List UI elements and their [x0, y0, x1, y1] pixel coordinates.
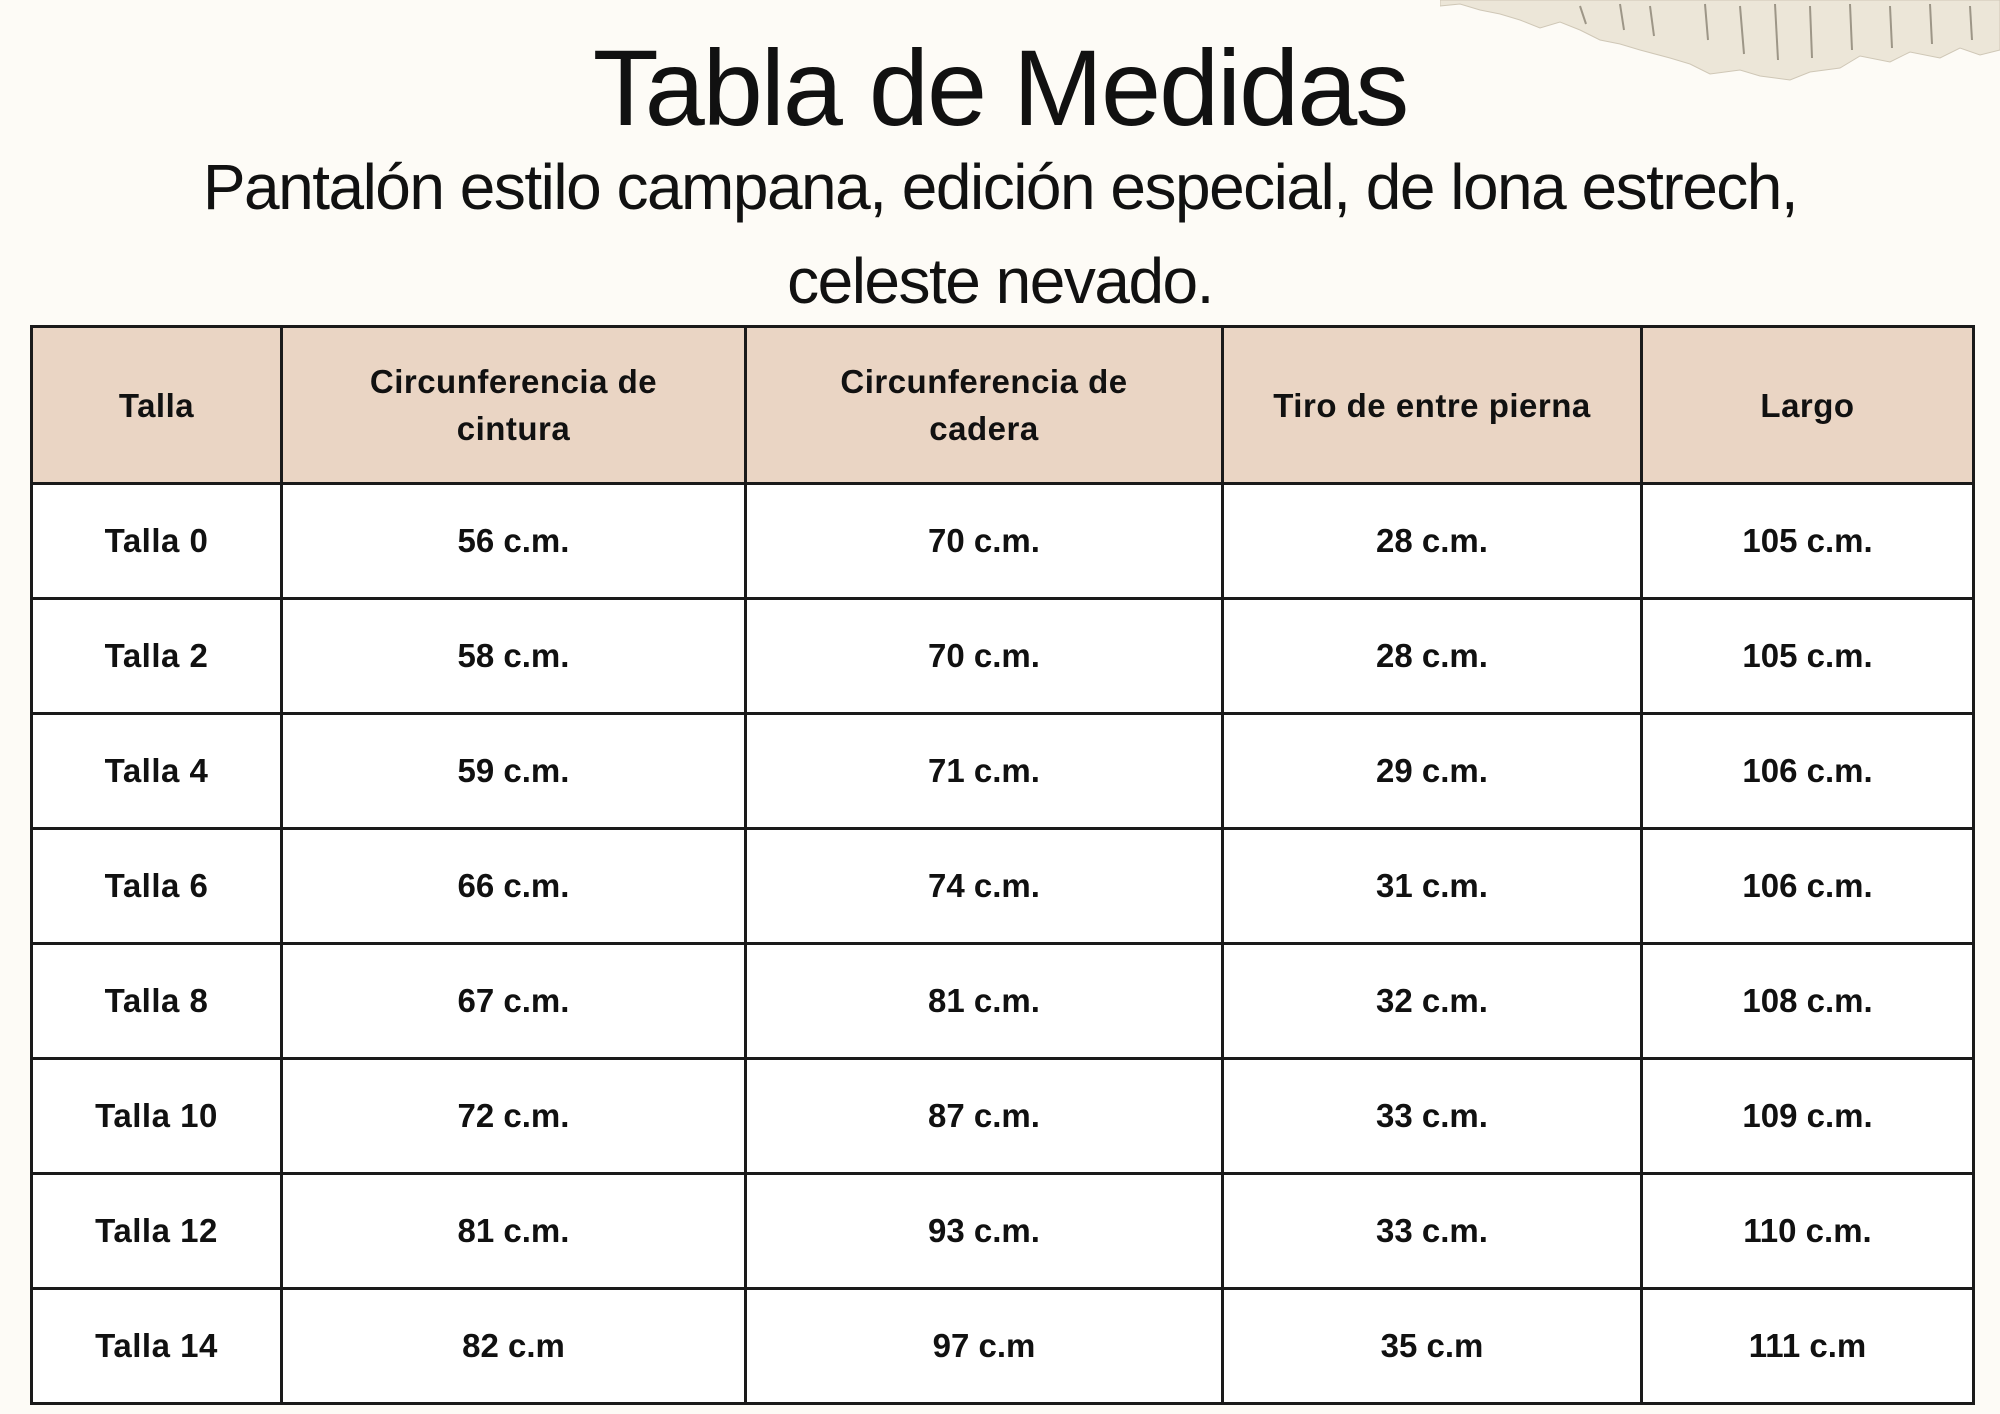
- length-cell: 109 c.m.: [1640, 1057, 1975, 1175]
- hip-cell: 70 c.m.: [744, 597, 1224, 715]
- table-row: Talla 14 82 c.m 97 c.m 35 c.m 111 c.m: [30, 1287, 1975, 1405]
- size-cell: Talla 2: [30, 597, 283, 715]
- inseam-cell: 28 c.m.: [1221, 482, 1643, 600]
- length-cell: 110 c.m.: [1640, 1172, 1975, 1290]
- length-cell: 106 c.m.: [1640, 712, 1975, 830]
- hip-cell: 81 c.m.: [744, 942, 1224, 1060]
- hip-cell: 93 c.m.: [744, 1172, 1224, 1290]
- inseam-cell: 31 c.m.: [1221, 827, 1643, 945]
- hip-cell: 74 c.m.: [744, 827, 1224, 945]
- hip-cell: 97 c.m: [744, 1287, 1224, 1405]
- inseam-cell: 33 c.m.: [1221, 1057, 1643, 1175]
- length-cell: 106 c.m.: [1640, 827, 1975, 945]
- waist-cell: 81 c.m.: [280, 1172, 747, 1290]
- size-cell: Talla 4: [30, 712, 283, 830]
- table-row: Talla 0 56 c.m. 70 c.m. 28 c.m. 105 c.m.: [30, 482, 1975, 600]
- size-cell: Talla 8: [30, 942, 283, 1060]
- size-cell: Talla 0: [30, 482, 283, 600]
- table-row: Talla 2 58 c.m. 70 c.m. 28 c.m. 105 c.m.: [30, 597, 1975, 715]
- page-subtitle: Pantalón estilo campana, edición especia…: [202, 151, 1799, 317]
- size-cell: Talla 14: [30, 1287, 283, 1405]
- table-row: Talla 12 81 c.m. 93 c.m. 33 c.m. 110 c.m…: [30, 1172, 1975, 1290]
- inseam-cell: 33 c.m.: [1221, 1172, 1643, 1290]
- header-length: Largo: [1640, 325, 1975, 485]
- page-title: Tabla de Medidas: [592, 27, 1410, 148]
- header-hip: Circunferencia de cadera: [744, 325, 1224, 485]
- size-cell: Talla 12: [30, 1172, 283, 1290]
- length-cell: 105 c.m.: [1640, 597, 1975, 715]
- hip-cell: 70 c.m.: [744, 482, 1224, 600]
- length-cell: 108 c.m.: [1640, 942, 1975, 1060]
- torn-newspaper-decoration: [1440, 0, 2000, 81]
- inseam-cell: 29 c.m.: [1221, 712, 1643, 830]
- table-row: Talla 6 66 c.m. 74 c.m. 31 c.m. 106 c.m.: [30, 827, 1975, 945]
- table-row: Talla 10 72 c.m. 87 c.m. 33 c.m. 109 c.m…: [30, 1057, 1975, 1175]
- length-cell: 111 c.m: [1640, 1287, 1975, 1405]
- header-inseam: Tiro de entre pierna: [1221, 325, 1643, 485]
- hip-cell: 71 c.m.: [744, 712, 1224, 830]
- waist-cell: 72 c.m.: [280, 1057, 747, 1175]
- size-cell: Talla 6: [30, 827, 283, 945]
- header-size: Talla: [30, 325, 283, 485]
- waist-cell: 67 c.m.: [280, 942, 747, 1060]
- waist-cell: 58 c.m.: [280, 597, 747, 715]
- header-waist: Circunferencia de cintura: [280, 325, 747, 485]
- size-cell: Talla 10: [30, 1057, 283, 1175]
- hip-cell: 87 c.m.: [744, 1057, 1224, 1175]
- inseam-cell: 35 c.m: [1221, 1287, 1643, 1405]
- inseam-cell: 32 c.m.: [1221, 942, 1643, 1060]
- waist-cell: 59 c.m.: [280, 712, 747, 830]
- waist-cell: 66 c.m.: [280, 827, 747, 945]
- table-row: Talla 8 67 c.m. 81 c.m. 32 c.m. 108 c.m.: [30, 942, 1975, 1060]
- waist-cell: 56 c.m.: [280, 482, 747, 600]
- table-header-row: Talla Circunferencia de cintura Circunfe…: [30, 325, 1975, 485]
- size-chart-table: Talla Circunferencia de cintura Circunfe…: [30, 325, 1975, 1405]
- inseam-cell: 28 c.m.: [1221, 597, 1643, 715]
- length-cell: 105 c.m.: [1640, 482, 1975, 600]
- waist-cell: 82 c.m: [280, 1287, 747, 1405]
- table-row: Talla 4 59 c.m. 71 c.m. 29 c.m. 106 c.m.: [30, 712, 1975, 830]
